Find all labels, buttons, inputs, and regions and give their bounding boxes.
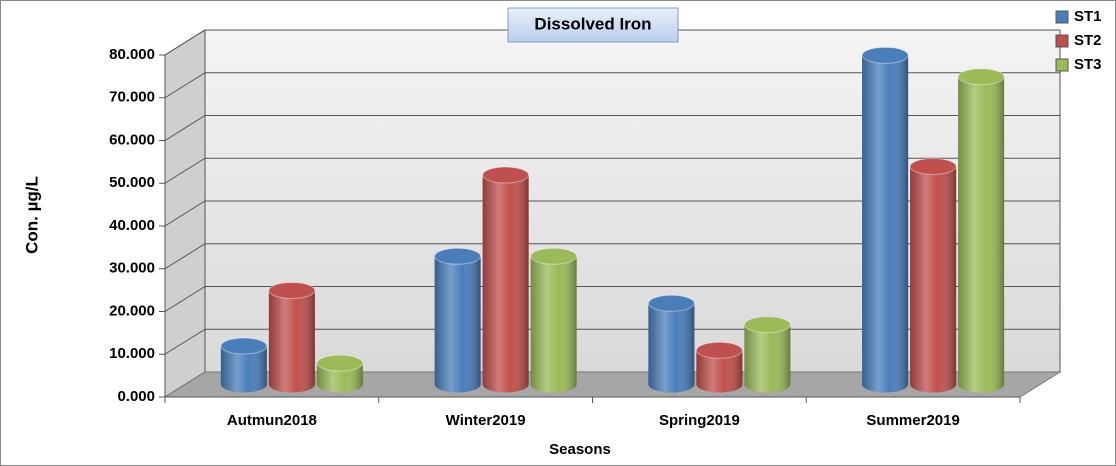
- y-tick-label: 70.000: [109, 89, 155, 106]
- grid-line: [164, 115, 1060, 141]
- bar-top: [743, 316, 791, 334]
- grid-line: [164, 286, 1060, 312]
- y-tick-label: 60.000: [109, 131, 155, 148]
- bar-top: [268, 281, 316, 299]
- x-tick-label: Summer2019: [866, 412, 959, 429]
- bar: [434, 247, 482, 393]
- title-box: [507, 7, 679, 43]
- y-tick-label: 30.000: [109, 260, 155, 277]
- bar-top: [909, 157, 957, 175]
- bar-top: [647, 294, 695, 312]
- bar-body-shade: [910, 166, 957, 385]
- bar-body-shade: [648, 303, 695, 385]
- y-tick-label: 80.000: [109, 46, 155, 63]
- grid-line: [164, 72, 1060, 99]
- grid-line: [164, 200, 1060, 227]
- bar: [909, 157, 957, 393]
- bar-top: [434, 247, 482, 265]
- legend-swatch: [1055, 34, 1069, 48]
- bar-body-shade: [862, 55, 909, 385]
- y-tick-label: 50.000: [109, 174, 155, 191]
- grid-line: [164, 157, 1060, 184]
- x-axis-label: Seasons: [549, 441, 611, 458]
- bar: [482, 166, 530, 393]
- bar: [220, 337, 268, 393]
- bar: [861, 46, 909, 393]
- bar-body-shade: [744, 324, 791, 385]
- plot-area: 0.000 10.000 20.000 30.000 40.000 50.000 60.00…: [109, 29, 1062, 429]
- x-tick-label: Autmun2018: [227, 412, 317, 429]
- grid-line: [164, 243, 1060, 270]
- bar-top: [482, 166, 530, 184]
- y-tick-label: 10.000: [109, 345, 155, 362]
- bar-body-shade: [434, 256, 481, 385]
- bar-body-shade: [268, 290, 315, 385]
- legend-label: ST3: [1074, 56, 1102, 73]
- bar-top: [316, 354, 364, 372]
- bar-body-shade: [958, 76, 1005, 385]
- y-tick-label: 40.000: [109, 217, 155, 234]
- bar: [268, 281, 316, 393]
- bar-top: [695, 341, 743, 359]
- y-tick-label: 20.000: [109, 302, 155, 319]
- bar: [647, 294, 695, 393]
- bar-body-shade: [482, 175, 529, 385]
- bar-body-shade: [530, 256, 577, 385]
- legend-swatch: [1055, 58, 1069, 72]
- x-tick-label: Spring2019: [659, 412, 740, 429]
- bar-top: [861, 46, 909, 64]
- bar: [743, 316, 791, 393]
- grid-line: [164, 29, 1060, 56]
- chart-title: Dissolved Iron: [534, 14, 651, 33]
- bar: [695, 341, 743, 393]
- y-tick-label: 0.000: [117, 388, 155, 405]
- bar: [316, 354, 364, 393]
- bar-top: [220, 337, 268, 355]
- bar: [530, 247, 578, 393]
- bar-top: [957, 68, 1005, 86]
- legend-label: ST2: [1074, 32, 1102, 49]
- legend-label: ST1: [1074, 8, 1102, 25]
- x-tick-label: Winter2019: [446, 412, 526, 429]
- y-axis-label: Con. µg/L: [22, 176, 41, 254]
- bar-top: [530, 247, 578, 265]
- bar: [957, 68, 1005, 393]
- legend-swatch: [1055, 10, 1069, 24]
